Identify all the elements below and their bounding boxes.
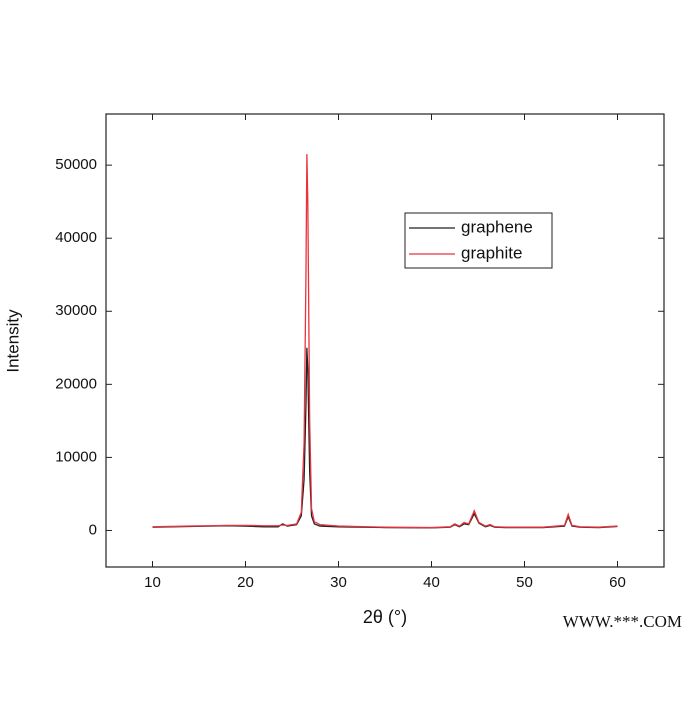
line bbox=[152, 347, 618, 529]
y-tick-label: 0 bbox=[89, 521, 97, 538]
y-tick-label: 50000 bbox=[55, 156, 97, 173]
x-tick-label: 40 bbox=[423, 574, 440, 591]
legend-label: graphite bbox=[461, 243, 522, 262]
plot-frame bbox=[105, 113, 665, 568]
watermark: WWW.***.COM bbox=[563, 612, 682, 631]
y-tick-label: 20000 bbox=[55, 375, 97, 392]
x-tick-label: 20 bbox=[237, 574, 254, 591]
x-tick-label: 10 bbox=[144, 574, 161, 591]
x-axis-label: 2θ (°) bbox=[363, 607, 407, 627]
y-tick-label: 40000 bbox=[55, 229, 97, 246]
y-axis-label: Intensity bbox=[3, 309, 22, 373]
legend-box bbox=[404, 212, 553, 269]
y-tick-label: 10000 bbox=[55, 448, 97, 465]
legend-label: graphene bbox=[461, 217, 533, 236]
x-tick-label: 50 bbox=[516, 574, 533, 591]
line bbox=[152, 154, 618, 529]
y-tick-label: 30000 bbox=[55, 302, 97, 319]
x-tick-label: 30 bbox=[330, 574, 347, 591]
x-tick-label: 60 bbox=[609, 574, 626, 591]
